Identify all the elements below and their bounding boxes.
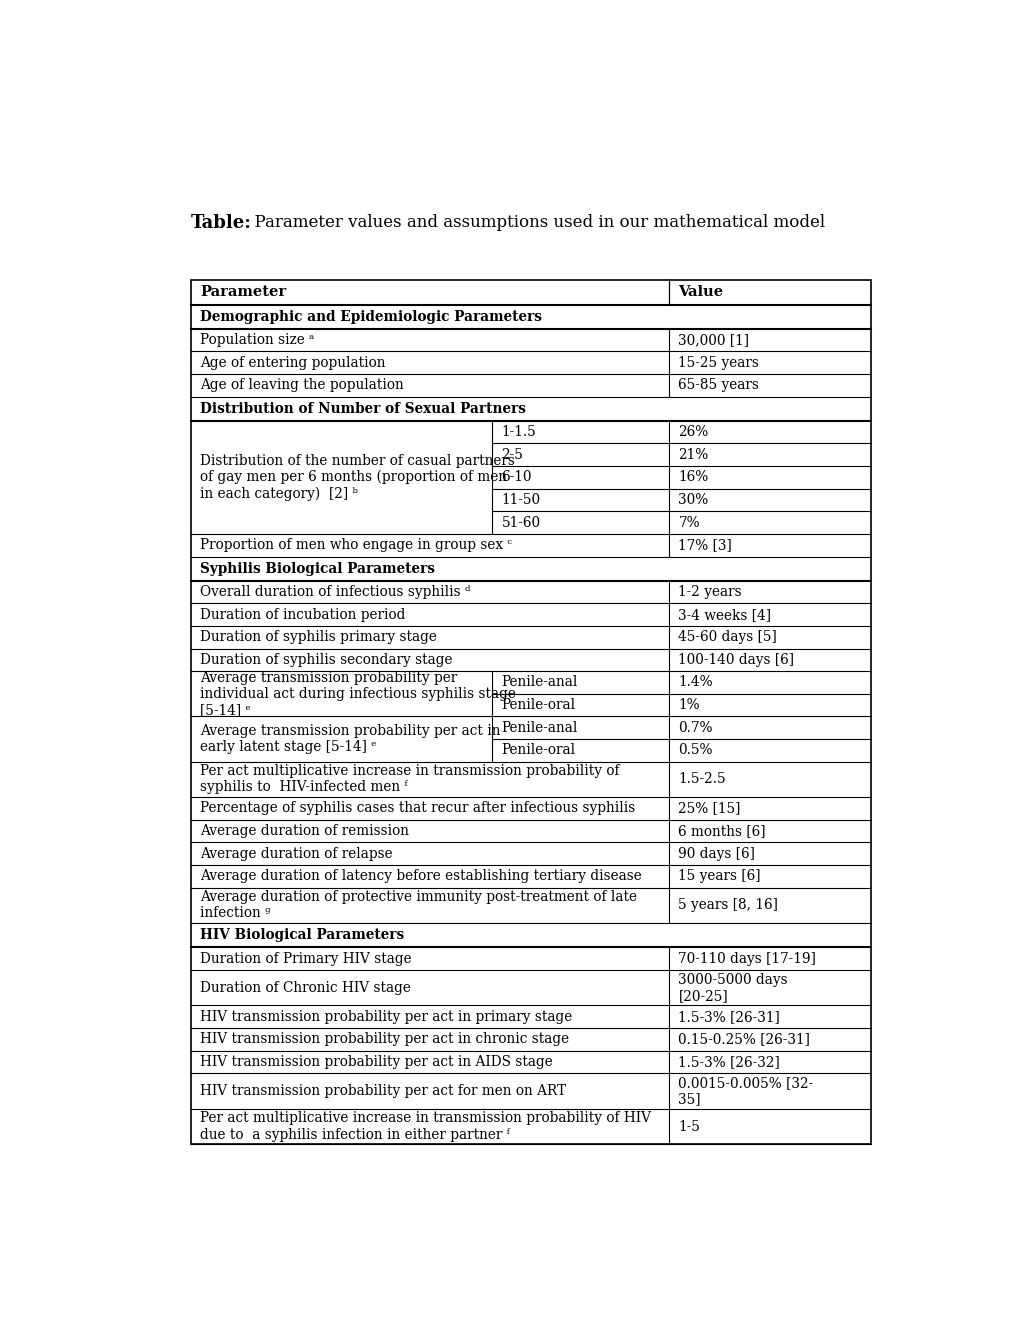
Text: 1-2 years: 1-2 years [678,585,742,599]
Text: Duration of Chronic HIV stage: Duration of Chronic HIV stage [200,981,411,995]
Text: 26%: 26% [678,425,708,440]
Text: Per act multiplicative increase in transmission probability of
syphilis to  HIV-: Per act multiplicative increase in trans… [200,764,620,795]
Text: Penile-oral: Penile-oral [501,698,575,711]
Text: 0.15-0.25% [26-31]: 0.15-0.25% [26-31] [678,1032,809,1047]
Text: Parameter: Parameter [200,285,286,300]
Text: 1-5: 1-5 [678,1119,700,1134]
Text: 0.5%: 0.5% [678,743,712,758]
Text: Syphilis Biological Parameters: Syphilis Biological Parameters [200,561,435,576]
Text: 1.5-2.5: 1.5-2.5 [678,772,726,787]
Text: 15 years [6]: 15 years [6] [678,870,760,883]
Text: 16%: 16% [678,470,708,484]
Text: Proportion of men who engage in group sex ᶜ: Proportion of men who engage in group se… [200,539,512,552]
Text: 2-5: 2-5 [501,447,523,462]
Text: 25% [15]: 25% [15] [678,801,740,816]
Text: HIV Biological Parameters: HIV Biological Parameters [200,928,404,942]
Text: 3-4 weeks [4]: 3-4 weeks [4] [678,607,770,622]
Text: 5 years [8, 16]: 5 years [8, 16] [678,899,777,912]
Text: Demographic and Epidemiologic Parameters: Demographic and Epidemiologic Parameters [200,310,541,323]
Text: 6-10: 6-10 [501,470,532,484]
Text: Penile-anal: Penile-anal [501,721,578,735]
Text: 21%: 21% [678,447,708,462]
Text: Penile-oral: Penile-oral [501,743,575,758]
Text: HIV transmission probability per act in primary stage: HIV transmission probability per act in … [200,1010,572,1024]
Text: Distribution of the number of casual partners
of gay men per 6 months (proportio: Distribution of the number of casual par… [200,454,515,502]
Text: Average duration of remission: Average duration of remission [200,824,409,838]
Text: 15-25 years: 15-25 years [678,355,758,370]
Text: 65-85 years: 65-85 years [678,379,758,392]
Text: HIV transmission probability per act in chronic stage: HIV transmission probability per act in … [200,1032,569,1047]
Text: 1-1.5: 1-1.5 [501,425,536,440]
Text: 51-60: 51-60 [501,516,540,529]
Text: Average transmission probability per act in
early latent stage [5-14] ᵉ: Average transmission probability per act… [200,723,500,754]
Text: 0.0015-0.005% [32-
35]: 0.0015-0.005% [32- 35] [678,1076,813,1106]
Text: 45-60 days [5]: 45-60 days [5] [678,630,776,644]
Text: 70-110 days [17-19]: 70-110 days [17-19] [678,952,815,966]
Text: Age of leaving the population: Age of leaving the population [200,379,404,392]
Text: HIV transmission probability per act for men on ART: HIV transmission probability per act for… [200,1084,566,1098]
Text: Average duration of relapse: Average duration of relapse [200,846,392,861]
Text: 7%: 7% [678,516,699,529]
Text: Average duration of latency before establishing tertiary disease: Average duration of latency before estab… [200,870,641,883]
Text: 90 days [6]: 90 days [6] [678,846,755,861]
Text: HIV transmission probability per act in AIDS stage: HIV transmission probability per act in … [200,1055,552,1069]
Text: Value: Value [678,285,722,300]
Text: Table:: Table: [191,214,252,232]
Text: 1%: 1% [678,698,699,711]
Text: 1.4%: 1.4% [678,676,712,689]
Text: 3000-5000 days
[20-25]: 3000-5000 days [20-25] [678,973,788,1003]
Text: Duration of syphilis secondary stage: Duration of syphilis secondary stage [200,653,452,667]
Text: Penile-anal: Penile-anal [501,676,578,689]
Text: Overall duration of infectious syphilis ᵈ: Overall duration of infectious syphilis … [200,585,470,599]
Text: Average transmission probability per
individual act during infectious syphilis s: Average transmission probability per ind… [200,671,516,717]
Text: 0.7%: 0.7% [678,721,712,735]
Text: 30%: 30% [678,492,708,507]
Text: 17% [3]: 17% [3] [678,539,732,552]
Text: Percentage of syphilis cases that recur after infectious syphilis: Percentage of syphilis cases that recur … [200,801,635,816]
Text: 1.5-3% [26-31]: 1.5-3% [26-31] [678,1010,780,1024]
Text: Population size ᵃ: Population size ᵃ [200,333,314,347]
Text: 30,000 [1]: 30,000 [1] [678,333,749,347]
Text: Per act multiplicative increase in transmission probability of HIV
due to  a syp: Per act multiplicative increase in trans… [200,1111,650,1142]
Text: Parameter values and assumptions used in our mathematical model: Parameter values and assumptions used in… [244,214,824,231]
Bar [191,280,870,1144]
Text: Duration of Primary HIV stage: Duration of Primary HIV stage [200,952,412,966]
Text: 6 months [6]: 6 months [6] [678,824,765,838]
Text: Distribution of Number of Sexual Partners: Distribution of Number of Sexual Partner… [200,401,526,416]
Text: Duration of syphilis primary stage: Duration of syphilis primary stage [200,630,437,644]
Text: Age of entering population: Age of entering population [200,355,385,370]
Text: 11-50: 11-50 [501,492,540,507]
Text: 100-140 days [6]: 100-140 days [6] [678,653,794,667]
Text: Duration of incubation period: Duration of incubation period [200,607,406,622]
Text: 1.5-3% [26-32]: 1.5-3% [26-32] [678,1055,780,1069]
Text: Average duration of protective immunity post-treatment of late
infection ᵍ: Average duration of protective immunity … [200,890,637,920]
